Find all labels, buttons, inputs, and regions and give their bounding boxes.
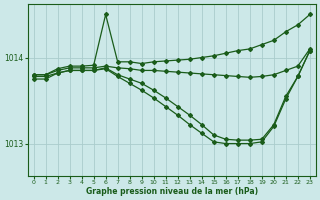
X-axis label: Graphe pression niveau de la mer (hPa): Graphe pression niveau de la mer (hPa)	[86, 187, 258, 196]
